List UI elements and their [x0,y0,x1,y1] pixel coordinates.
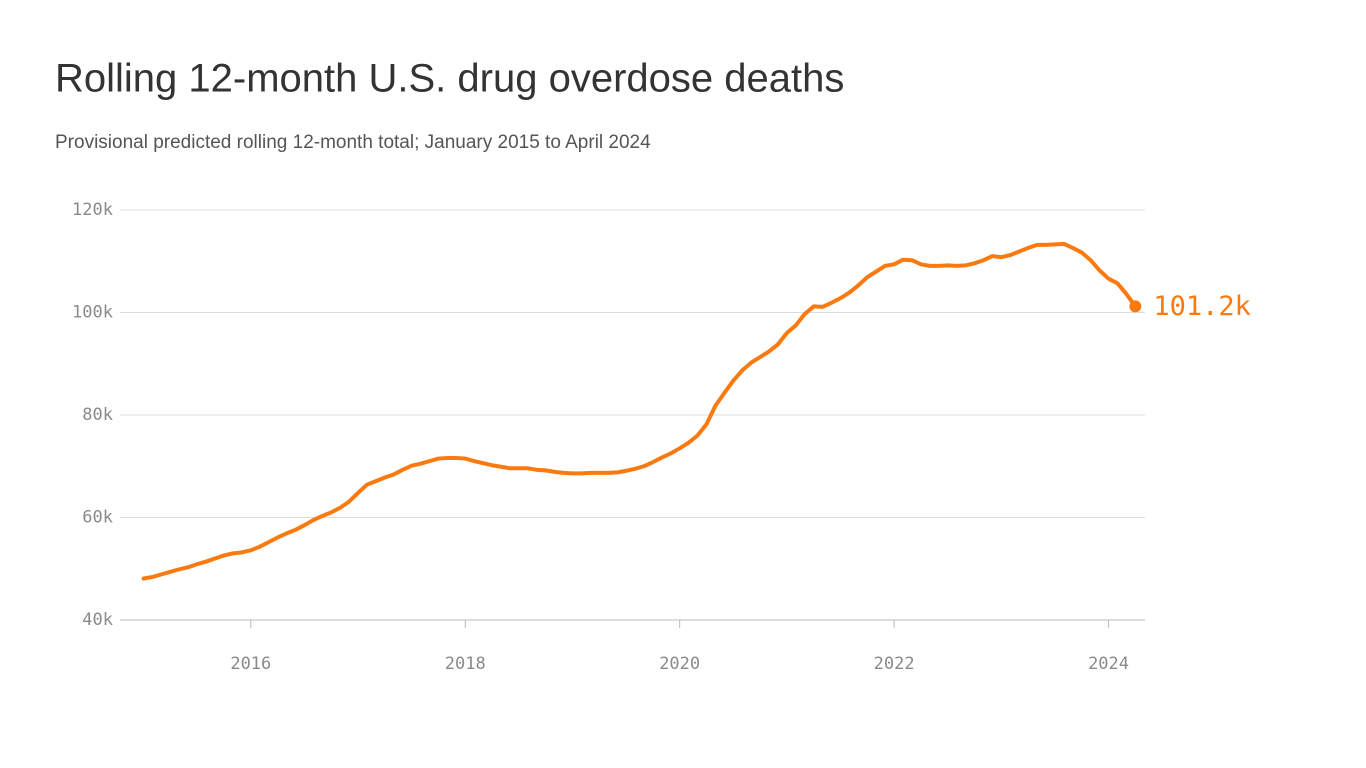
value-label: 101.2k [1153,291,1251,322]
y-tick-label: 100k [72,303,113,323]
data-line [141,241,1138,581]
chart-subtitle: Provisional predicted rolling 12-month t… [55,132,651,153]
y-tick-label: 80k [82,405,113,425]
y-tick-label: 60k [82,508,113,528]
y-tick-label: 40k [82,610,113,630]
x-tick-label: 2016 [230,654,271,674]
chart-title: Rolling 12-month U.S. drug overdose deat… [55,57,844,101]
x-tick-label: 2018 [445,654,486,674]
x-tick-label: 2024 [1088,654,1129,674]
x-tick-label: 2020 [659,654,700,674]
x-tick-label: 2022 [874,654,915,674]
end-dot [1129,300,1142,313]
y-tick-label: 120k [72,200,113,220]
